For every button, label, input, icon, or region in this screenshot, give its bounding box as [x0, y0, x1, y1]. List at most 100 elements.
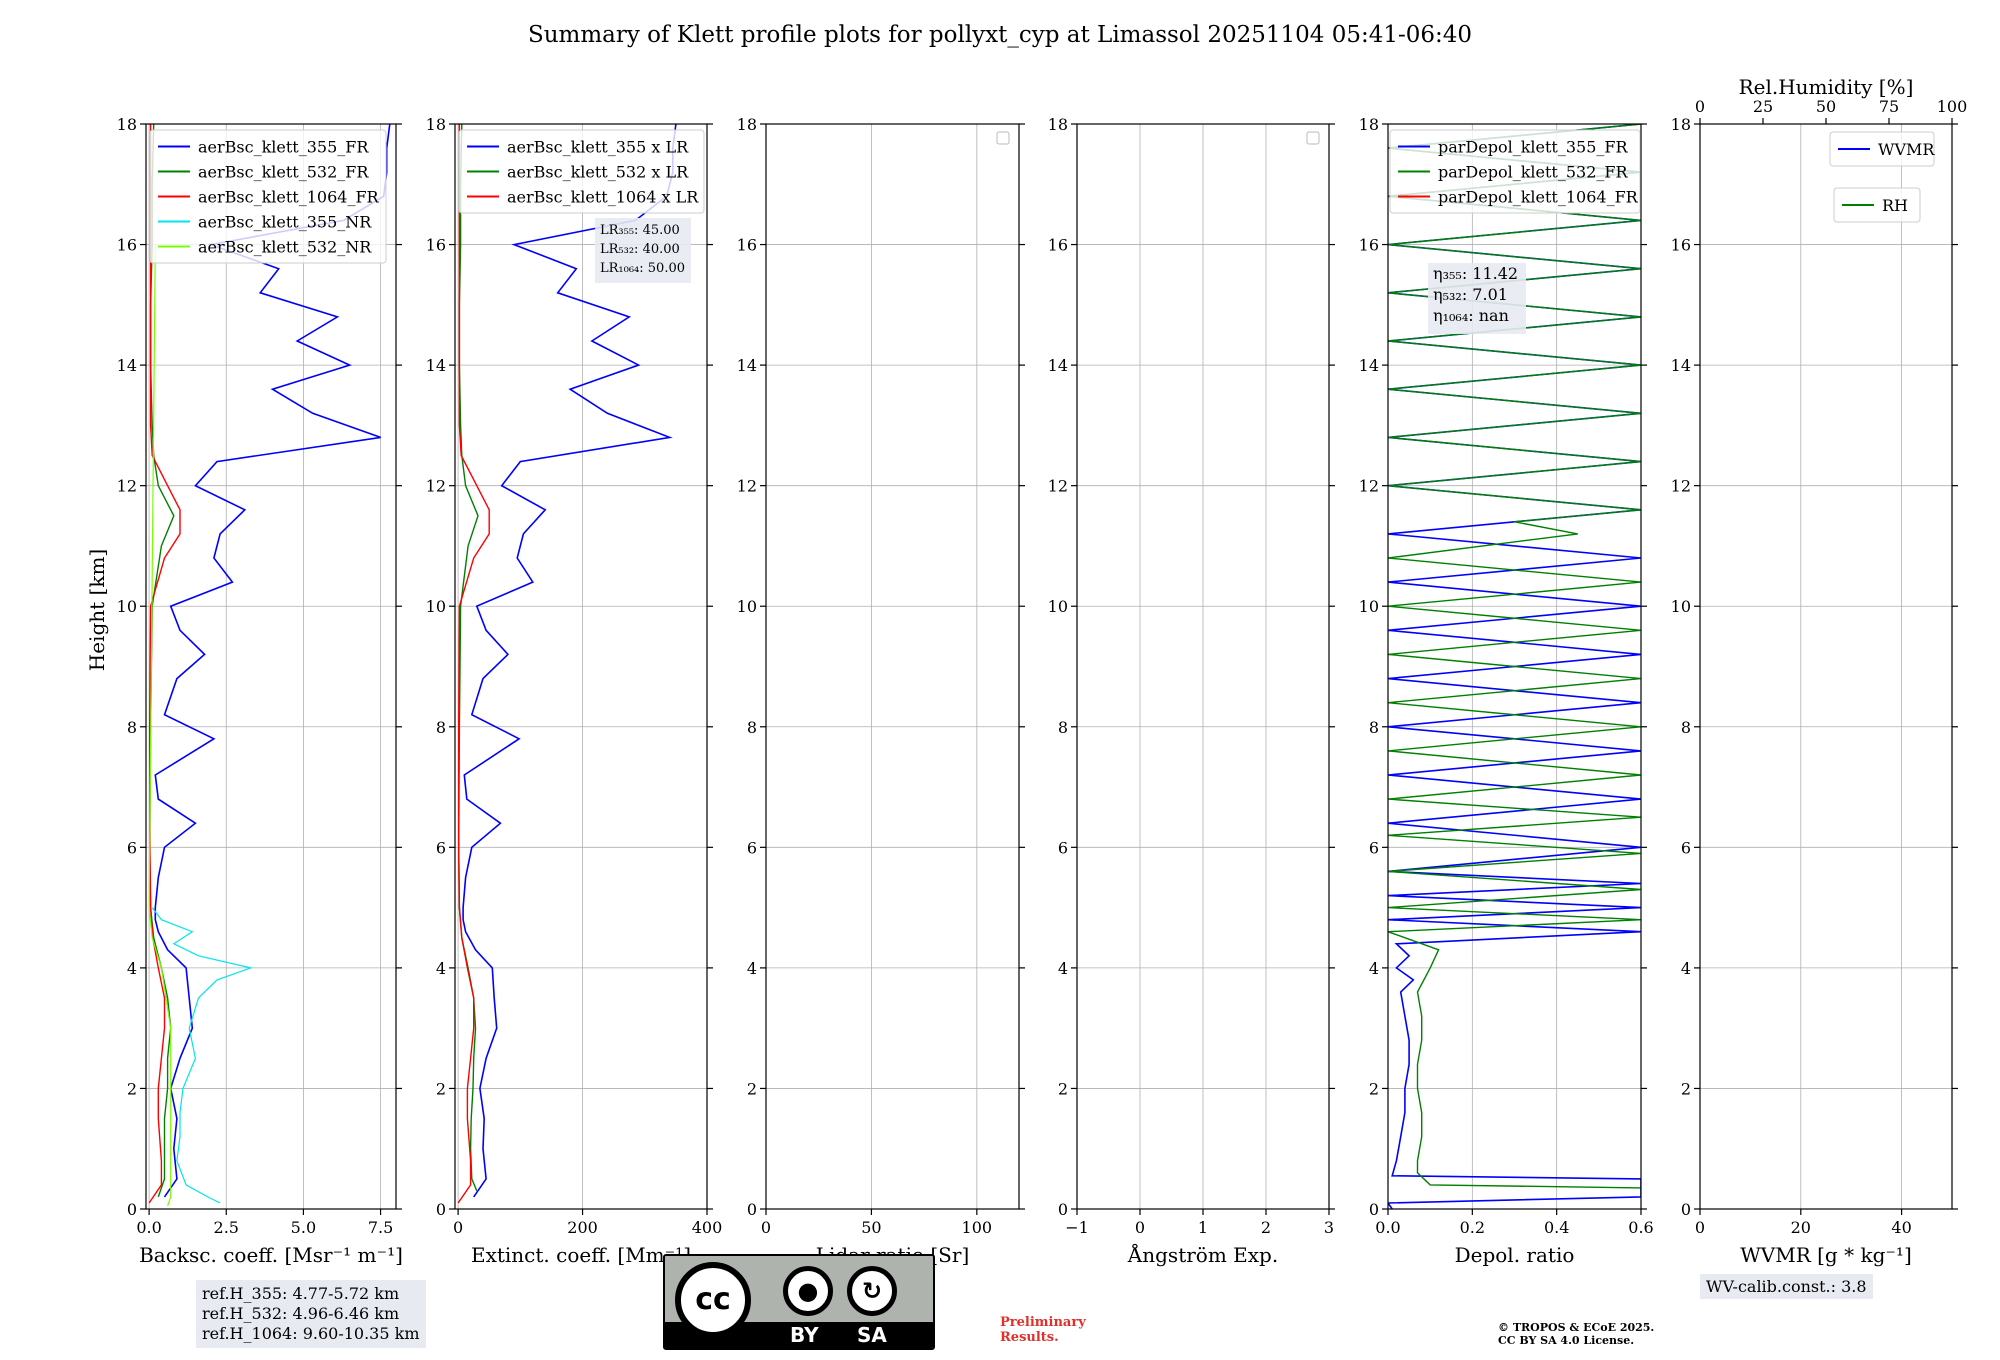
series-line-parDepol_klett_532_FR — [1388, 124, 1641, 1189]
x-tick-label-wv-2: 40 — [1891, 1218, 1911, 1237]
top-axis-label-rh: Rel.Humidity [%] — [1739, 75, 1914, 99]
x-tick-label-ang-0: −1 — [1065, 1218, 1089, 1237]
legend-ext: aerBsc_klett_355 x LR aerBsc_klett_532 x … — [458, 129, 705, 214]
y-tick-label-wv-1: 2 — [1681, 1079, 1691, 1098]
attribution-person-icon: ● — [783, 1266, 833, 1316]
y-tick-label-wv-2: 4 — [1681, 959, 1691, 978]
y-tick-label-ext-8: 16 — [426, 236, 446, 255]
y-tick-label-bsc-6: 12 — [117, 477, 137, 496]
legend-label-aerBsc_klett_355_NR: aerBsc_klett_355_NR — [198, 213, 372, 232]
x-tick-label-bsc-1: 2.5 — [214, 1218, 239, 1237]
series-line-aerBsc_klett_532_NR — [148, 244, 172, 1207]
y-tick-label-wv-6: 12 — [1671, 477, 1691, 496]
y-tick-label-wv-4: 8 — [1681, 718, 1691, 737]
preliminary-line-1: Preliminary — [1000, 1315, 1086, 1330]
ref-height-1064: ref.H_1064: 9.60-10.35 km — [202, 1324, 420, 1343]
panel-bsc: 0 2 4 6 8 10 12 14 16 18 0.0 2.5 5.0 7.5 Backsc. coeff… — [117, 115, 403, 1267]
legend-rh-frame — [1833, 187, 1921, 223]
preliminary-line-2: Results. — [1000, 1330, 1059, 1345]
y-tick-label-wv-7: 14 — [1671, 356, 1691, 375]
x-tick-label-ang-2: 1 — [1198, 1218, 1208, 1237]
y-tick-label-depol-8: 16 — [1359, 236, 1379, 255]
y-tick-label-ang-9: 18 — [1048, 115, 1068, 134]
y-tick-label-ang-2: 4 — [1058, 959, 1068, 978]
x-tick-label-ext-1: 200 — [567, 1218, 598, 1237]
annotation-line-ext-2: LR₁₀₆₄: 50.00 — [600, 261, 685, 276]
y-tick-label-ext-6: 12 — [426, 477, 446, 496]
series-line-aerBsc_klett_355 x LR — [462, 124, 677, 1198]
legend-label-aerBsc_klett_355 x LR: aerBsc_klett_355 x LR — [507, 138, 689, 157]
y-tick-label-lr-9: 18 — [737, 115, 757, 134]
y-tick-label-ext-2: 4 — [436, 959, 446, 978]
cc-sa-label: SA — [857, 1323, 887, 1347]
annotation-line-depol-1: η₅₃₂: 7.01 — [1433, 285, 1508, 304]
y-tick-label-lr-6: 12 — [737, 477, 757, 496]
legend-label-aerBsc_klett_532_NR: aerBsc_klett_532_NR — [198, 238, 372, 257]
x-tick-label-depol-0: 0.0 — [1375, 1218, 1400, 1237]
empty-legend-ang — [1306, 131, 1320, 145]
cc-license-badge[interactable]: cc ● ↻ BY SA — [663, 1254, 935, 1350]
axes-frame-ext — [454, 123, 708, 1210]
y-tick-label-lr-2: 4 — [747, 959, 757, 978]
legend-label-aerBsc_klett_532_FR: aerBsc_klett_532_FR — [198, 163, 369, 182]
series-group-bsc — [148, 124, 391, 1207]
y-axis-label: Height [km] — [85, 549, 109, 671]
legend-bsc: aerBsc_klett_355_FR aerBsc_klett_532_FRae… — [149, 129, 387, 264]
x-tick-label-lr-2: 100 — [962, 1218, 993, 1237]
x-tick-label-ang-1: 0 — [1135, 1218, 1145, 1237]
annotation-line-depol-2: η₁₀₆₄: nan — [1433, 306, 1509, 325]
y-tick-label-ang-7: 14 — [1048, 356, 1068, 375]
top-x-tick-label-2: 50 — [1816, 97, 1836, 116]
x-axis-label-depol: Depol. ratio — [1455, 1243, 1575, 1267]
legend-label-parDepol_klett_532_FR: parDepol_klett_532_FR — [1438, 163, 1629, 182]
series-line-aerBsc_klett_355_NR — [151, 907, 254, 1204]
legend-label-aerBsc_klett_532 x LR: aerBsc_klett_532 x LR — [507, 163, 689, 182]
copyright-line-2: CC BY SA 4.0 License. — [1498, 1334, 1635, 1347]
y-tick-label-bsc-7: 14 — [117, 356, 137, 375]
y-tick-label-lr-4: 8 — [747, 718, 757, 737]
legend-depol: parDepol_klett_355_FR parDepol_klett_532_… — [1389, 129, 1641, 214]
axes-frame-wv — [1699, 123, 1953, 1210]
y-tick-label-bsc-9: 18 — [117, 115, 137, 134]
y-tick-label-ext-0: 0 — [436, 1200, 446, 1219]
axes-frame-lr — [765, 123, 1020, 1210]
x-tick-label-ang-4: 3 — [1324, 1218, 1334, 1237]
series-group-depol — [1388, 124, 1641, 1209]
y-tick-label-depol-6: 12 — [1359, 477, 1379, 496]
y-tick-label-bsc-5: 10 — [117, 597, 137, 616]
y-tick-label-ang-5: 10 — [1048, 597, 1068, 616]
x-tick-label-lr-1: 50 — [861, 1218, 881, 1237]
y-tick-label-depol-7: 14 — [1359, 356, 1379, 375]
preliminary-results-note: Preliminary Results. — [1000, 1315, 1086, 1345]
y-tick-label-ext-5: 10 — [426, 597, 446, 616]
x-tick-label-lr-0: 0 — [761, 1218, 771, 1237]
wv-calibration-constant: WV-calib.const.: 3.8 — [1700, 1274, 1873, 1299]
legend-label-parDepol_klett_1064_FR: parDepol_klett_1064_FR — [1438, 188, 1639, 207]
x-tick-label-bsc-0: 0.0 — [136, 1218, 161, 1237]
top-x-tick-label-0: 0 — [1695, 97, 1705, 116]
y-tick-label-lr-1: 2 — [747, 1079, 757, 1098]
axes-frame-bsc — [145, 123, 397, 1210]
legend-depol-frame — [1389, 129, 1641, 214]
x-tick-label-ext-0: 0 — [453, 1218, 463, 1237]
legend-label-aerBsc_klett_1064 x LR: aerBsc_klett_1064 x LR — [507, 188, 699, 207]
top-x-tick-label-4: 100 — [1937, 97, 1968, 116]
x-tick-label-ext-2: 400 — [692, 1218, 723, 1237]
figure-title: Summary of Klett profile plots for polly… — [528, 22, 1472, 48]
y-tick-label-ext-4: 8 — [436, 718, 446, 737]
panel-depol: 0 2 4 6 8 10 12 14 16 18 0.0 0.2 0.4 0.6 Depol. ratio p… — [1359, 115, 1654, 1267]
share-alike-icon: ↻ — [847, 1266, 897, 1316]
series-line-aerBsc_klett_1064 x LR — [457, 124, 490, 1204]
legend-bsc-frame — [149, 129, 387, 264]
series-line-aerBsc_klett_355_FR — [154, 124, 391, 1198]
y-tick-label-wv-5: 10 — [1671, 597, 1691, 616]
x-tick-label-bsc-2: 5.0 — [291, 1218, 316, 1237]
x-axis-label-ext: Extinct. coeff. [Mm⁻¹] — [471, 1243, 691, 1267]
y-tick-label-depol-9: 18 — [1359, 115, 1379, 134]
annotation-box-ext — [595, 218, 691, 283]
y-tick-label-bsc-0: 0 — [127, 1200, 137, 1219]
y-tick-label-depol-5: 10 — [1359, 597, 1379, 616]
